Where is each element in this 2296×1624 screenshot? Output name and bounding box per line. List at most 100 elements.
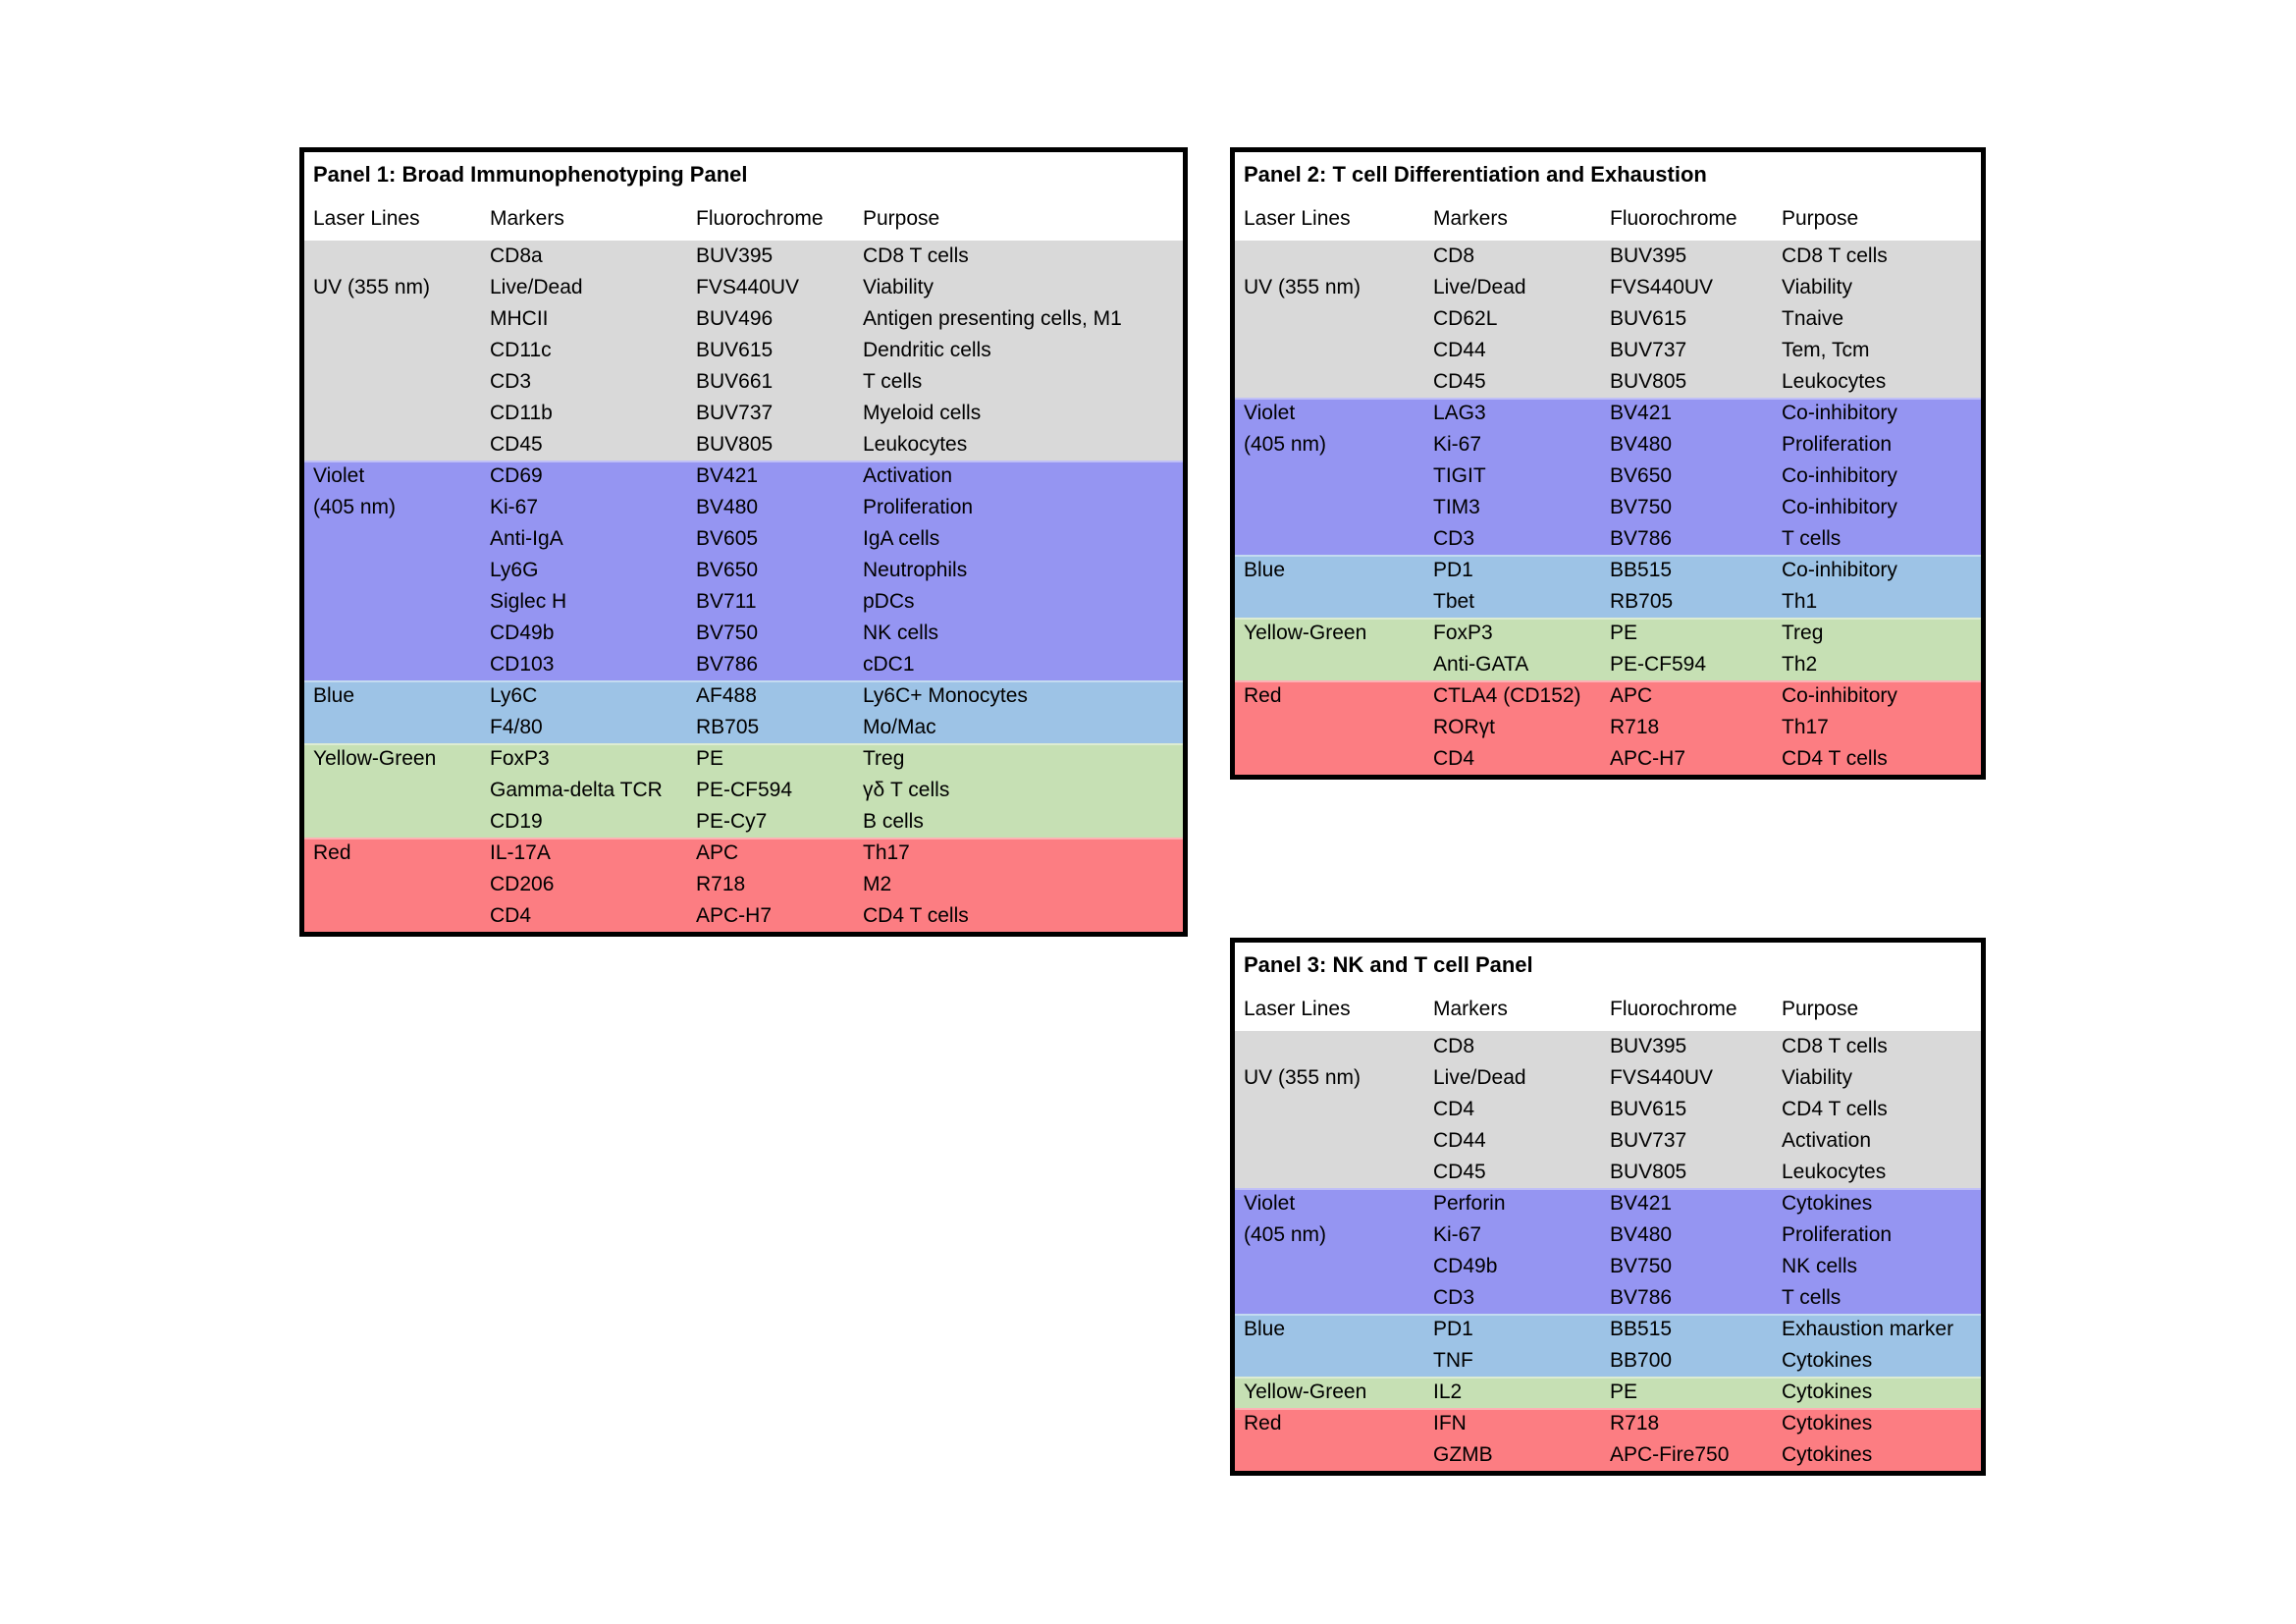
- purpose-cell: Myeloid cells: [863, 402, 982, 424]
- fluorochrome-cell: BUV395: [1610, 244, 1687, 267]
- laser-lines-cell: [313, 303, 490, 335]
- column-headers: Laser Lines Markers Fluorochrome Purpose: [1235, 196, 1981, 241]
- laser-lines-cell: [1244, 335, 1433, 366]
- marker-cell: Anti-IgA: [490, 527, 563, 550]
- marker-cell: TIGIT: [1433, 464, 1486, 487]
- table-row: CD3 BV786 T cells: [1235, 523, 1981, 555]
- table-row: CD44 BUV737 Tem, Tcm: [1235, 335, 1981, 366]
- purpose-cell: Activation: [1782, 1129, 1872, 1152]
- purpose-cell: CD4 T cells: [1782, 747, 1888, 770]
- table-row: RORγt R718 Th17: [1235, 712, 1981, 743]
- marker-cell: Gamma-delta TCR: [490, 779, 663, 801]
- laser-section-violet: Violet Perforin BV421 Cytokines (405 nm) Ki-6…: [1235, 1188, 1981, 1314]
- purpose-cell: Mo/Mac: [863, 716, 936, 738]
- laser-lines-cell: [1244, 1345, 1433, 1377]
- purpose-cell: Neutrophils: [863, 559, 968, 581]
- table-row: CD103 BV786 cDC1: [304, 649, 1183, 680]
- purpose-cell: Proliferation: [1782, 433, 1893, 456]
- marker-cell: TNF: [1433, 1349, 1473, 1372]
- purpose-cell: CD4 T cells: [863, 904, 969, 927]
- laser-lines-cell: [1244, 1094, 1433, 1125]
- fluorochrome-cell: BB515: [1610, 1318, 1673, 1340]
- table-row: Red IL-17A APC Th17: [304, 838, 1183, 869]
- panel-2-table: Panel 2: T cell Differentiation and Exha…: [1230, 147, 1986, 780]
- laser-section-red: Red IL-17A APC Th17 CD206 R718 M2 CD4 APC-H7 CD4 …: [304, 838, 1183, 932]
- purpose-cell: Cytokines: [1782, 1412, 1873, 1435]
- purpose-cell: Leukocytes: [1782, 1161, 1887, 1183]
- fluorochrome-cell: R718: [1610, 1412, 1660, 1435]
- table-row: CD19 PE-Cy7 B cells: [304, 806, 1183, 838]
- laser-lines-cell: [1244, 303, 1433, 335]
- column-header-fluorochrome: Fluorochrome: [696, 206, 824, 230]
- purpose-cell: Co-inhibitory: [1782, 496, 1897, 518]
- fluorochrome-cell: BUV737: [1610, 1129, 1687, 1152]
- laser-lines-cell: [313, 869, 490, 900]
- laser-lines-cell: [1244, 743, 1433, 775]
- fluorochrome-cell: R718: [696, 873, 746, 895]
- marker-cell: Ki-67: [1433, 433, 1482, 456]
- table-row: Blue Ly6C AF488 Ly6C+ Monocytes: [304, 680, 1183, 712]
- table-row: Anti-IgA BV605 IgA cells: [304, 523, 1183, 555]
- laser-lines-cell: [313, 900, 490, 932]
- marker-cell: Ki-67: [490, 496, 539, 518]
- table-row: CD206 R718 M2: [304, 869, 1183, 900]
- laser-lines-cell: [313, 649, 490, 680]
- fluorochrome-cell: R718: [1610, 716, 1660, 738]
- laser-lines-cell: [313, 241, 490, 272]
- laser-lines-cell: UV (355 nm): [313, 276, 431, 298]
- purpose-cell: Viability: [1782, 1066, 1852, 1089]
- column-header-purpose: Purpose: [863, 206, 940, 230]
- laser-lines-cell: Yellow-Green: [1244, 622, 1367, 644]
- fluorochrome-cell: BV421: [1610, 1192, 1673, 1215]
- laser-lines-cell: [1244, 649, 1433, 680]
- purpose-cell: Proliferation: [1782, 1223, 1893, 1246]
- purpose-cell: Viability: [1782, 276, 1852, 298]
- purpose-cell: Co-inhibitory: [1782, 559, 1897, 581]
- fluorochrome-cell: BV750: [696, 622, 759, 644]
- marker-cell: Perforin: [1433, 1192, 1506, 1215]
- fluorochrome-cell: BV711: [696, 590, 757, 613]
- table-row: Yellow-Green IL2 PE Cytokines: [1235, 1377, 1981, 1408]
- table-row: Blue PD1 BB515 Exhaustion marker: [1235, 1314, 1981, 1345]
- laser-section-uv: CD8 BUV395 CD8 T cells UV (355 nm) Live/Dead…: [1235, 1031, 1981, 1188]
- marker-cell: Ly6G: [490, 559, 539, 581]
- laser-lines-cell: [313, 775, 490, 806]
- table-row: CD4 APC-H7 CD4 T cells: [1235, 743, 1981, 775]
- purpose-cell: γδ T cells: [863, 779, 950, 801]
- marker-cell: CD62L: [1433, 307, 1498, 330]
- fluorochrome-cell: PE-CF594: [1610, 653, 1707, 676]
- table-row: (405 nm) Ki-67 BV480 Proliferation: [1235, 1219, 1981, 1251]
- laser-section-violet: Violet LAG3 BV421 Co-inhibitory (405 nm) Ki-6…: [1235, 398, 1981, 555]
- table-row: CD49b BV750 NK cells: [1235, 1251, 1981, 1282]
- marker-cell: CD44: [1433, 1129, 1486, 1152]
- panel-3-table: Panel 3: NK and T cell Panel Laser Lines…: [1230, 938, 1986, 1476]
- fluorochrome-cell: RB705: [1610, 590, 1674, 613]
- marker-cell: Ly6C: [490, 684, 538, 707]
- purpose-cell: Cytokines: [1782, 1192, 1873, 1215]
- table-row: TIM3 BV750 Co-inhibitory: [1235, 492, 1981, 523]
- laser-lines-cell: UV (355 nm): [1244, 1066, 1362, 1089]
- fluorochrome-cell: BUV496: [696, 307, 774, 330]
- laser-lines-cell: [313, 398, 490, 429]
- purpose-cell: NK cells: [1782, 1255, 1858, 1277]
- laser-lines-cell: Yellow-Green: [1244, 1380, 1367, 1403]
- marker-cell: Anti-GATA: [1433, 653, 1529, 676]
- table-row: (405 nm) Ki-67 BV480 Proliferation: [304, 492, 1183, 523]
- fluorochrome-cell: BV650: [696, 559, 759, 581]
- purpose-cell: T cells: [863, 370, 923, 393]
- laser-lines-cell: Yellow-Green: [313, 747, 437, 770]
- purpose-cell: Cytokines: [1782, 1349, 1873, 1372]
- table-row: GZMB APC-Fire750 Cytokines: [1235, 1439, 1981, 1471]
- fluorochrome-cell: PE: [696, 747, 724, 770]
- purpose-cell: CD8 T cells: [863, 244, 969, 267]
- marker-cell: CD8: [1433, 1035, 1475, 1057]
- laser-section-yellow_green: Yellow-Green FoxP3 PE Treg Gamma-delta TCR PE…: [304, 743, 1183, 838]
- fluorochrome-cell: BB515: [1610, 559, 1673, 581]
- table-row: Violet LAG3 BV421 Co-inhibitory: [1235, 398, 1981, 429]
- purpose-cell: Co-inhibitory: [1782, 402, 1897, 424]
- laser-lines-cell: (405 nm): [313, 496, 397, 518]
- fluorochrome-cell: BV786: [696, 653, 759, 676]
- column-headers: Laser Lines Markers Fluorochrome Purpose: [1235, 987, 1981, 1031]
- laser-lines-cell: [1244, 1251, 1433, 1282]
- purpose-cell: Proliferation: [863, 496, 974, 518]
